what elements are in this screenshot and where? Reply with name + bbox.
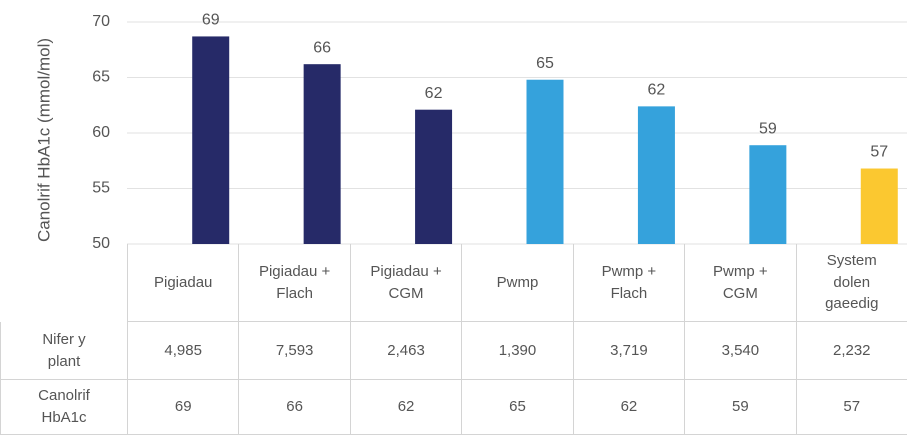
- table-cell: 3,719: [572, 322, 685, 380]
- y-tick-label: 50: [92, 235, 110, 252]
- value-label: 62: [648, 82, 666, 99]
- bar: [192, 36, 230, 245]
- table-cell-text: 4,985: [164, 341, 202, 359]
- row-header: Canolrif HbA1c: [0, 380, 127, 435]
- table-cell: 3,540: [684, 322, 796, 380]
- table-cell: 69: [127, 380, 239, 435]
- category-label: Pwmp + Flach: [572, 244, 685, 322]
- table-cell: 57: [795, 380, 907, 435]
- bar: [749, 145, 787, 244]
- category-label: System dolen gaeedig: [795, 244, 907, 322]
- table-cell-text: 3,719: [610, 341, 648, 359]
- bar: [637, 106, 675, 244]
- table-cell: 7,593: [238, 322, 350, 380]
- row-header: Nifer y plant: [0, 322, 127, 380]
- row-header-text: Nifer y plant: [42, 330, 86, 370]
- table-cell: 2,232: [795, 322, 907, 380]
- y-axis-title: Canolrif HbA1c (mmol/mol): [34, 38, 53, 242]
- table-cell-text: 57: [843, 398, 861, 416]
- value-label: 57: [870, 144, 888, 161]
- table-cell-text: 62: [620, 398, 638, 416]
- table-cell: 59: [684, 380, 796, 435]
- category-label-text: Pwmp + CGM: [713, 262, 768, 302]
- category-label: Pigiadau + CGM: [349, 244, 462, 322]
- table-cell-text: 66: [286, 398, 303, 416]
- bar: [303, 64, 341, 245]
- category-label-text: Pigiadau + Flach: [258, 262, 331, 302]
- bar: [860, 168, 898, 244]
- table-cell: 1,390: [461, 322, 573, 380]
- table-cell: 65: [461, 380, 573, 435]
- table-cell-text: 1,390: [498, 341, 537, 359]
- bar: [526, 79, 564, 244]
- table-cell-text: 7,593: [275, 341, 314, 359]
- table-cell-text: 2,232: [832, 341, 871, 359]
- category-label: Pigiadau: [127, 244, 239, 322]
- y-tick-label: 70: [92, 13, 110, 30]
- bar: [415, 109, 453, 244]
- category-label-text: System dolen gaeedig: [825, 251, 879, 313]
- category-label-text: Pigiadau + CGM: [370, 262, 442, 302]
- table-cell: 62: [572, 380, 685, 435]
- category-label: Pwmp: [461, 244, 573, 322]
- value-label: 59: [759, 120, 777, 137]
- category-label-text: Pwmp: [496, 273, 539, 291]
- value-label: 65: [536, 55, 554, 72]
- table-cell-text: 2,463: [387, 341, 425, 359]
- value-label: 66: [313, 39, 331, 56]
- row-header-text: Canolrif HbA1c: [38, 387, 90, 426]
- table-cell: 62: [349, 380, 462, 435]
- value-label: 69: [202, 12, 220, 29]
- table-cell: 4,985: [127, 322, 239, 380]
- category-label-text: Pigiadau: [154, 273, 213, 291]
- category-label: Pigiadau + Flach: [238, 244, 350, 322]
- table-cell-text: 65: [509, 398, 526, 416]
- category-label: Pwmp + CGM: [684, 244, 796, 322]
- table-cell-text: 59: [732, 398, 749, 416]
- table-cell-text: 3,540: [721, 341, 760, 359]
- table-cell-text: 69: [174, 398, 192, 416]
- table-cell-text: 62: [397, 398, 415, 416]
- y-tick-label: 65: [92, 69, 110, 86]
- y-tick-label: 55: [92, 180, 110, 197]
- category-label-text: Pwmp + Flach: [601, 262, 657, 302]
- y-tick-label: 60: [92, 124, 110, 141]
- table-cell: 66: [238, 380, 350, 435]
- table-cell: 2,463: [349, 322, 462, 380]
- value-label: 62: [425, 85, 443, 102]
